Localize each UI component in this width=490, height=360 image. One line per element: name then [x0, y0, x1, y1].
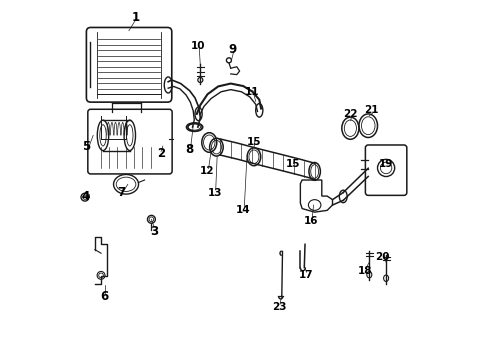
- Text: 20: 20: [375, 252, 390, 262]
- Text: 9: 9: [228, 43, 237, 56]
- Text: 4: 4: [82, 190, 90, 203]
- Text: 2: 2: [157, 147, 165, 160]
- Text: 19: 19: [379, 159, 393, 169]
- Text: 13: 13: [207, 188, 222, 198]
- Text: 15: 15: [286, 159, 300, 169]
- Text: 12: 12: [200, 166, 215, 176]
- Text: 1: 1: [132, 11, 140, 24]
- Text: 16: 16: [304, 216, 318, 226]
- Text: 22: 22: [343, 109, 358, 119]
- Text: 6: 6: [100, 289, 108, 303]
- Text: 17: 17: [298, 270, 313, 280]
- Text: 10: 10: [191, 41, 206, 51]
- Text: 8: 8: [186, 143, 194, 156]
- Text: 21: 21: [365, 105, 379, 115]
- Text: 23: 23: [271, 302, 286, 312]
- Text: 14: 14: [236, 205, 250, 215]
- Text: 5: 5: [82, 140, 90, 153]
- Text: 3: 3: [150, 225, 158, 238]
- Text: 18: 18: [357, 266, 372, 276]
- Text: 15: 15: [246, 138, 261, 148]
- Text: 11: 11: [245, 87, 259, 98]
- Text: 7: 7: [118, 186, 126, 199]
